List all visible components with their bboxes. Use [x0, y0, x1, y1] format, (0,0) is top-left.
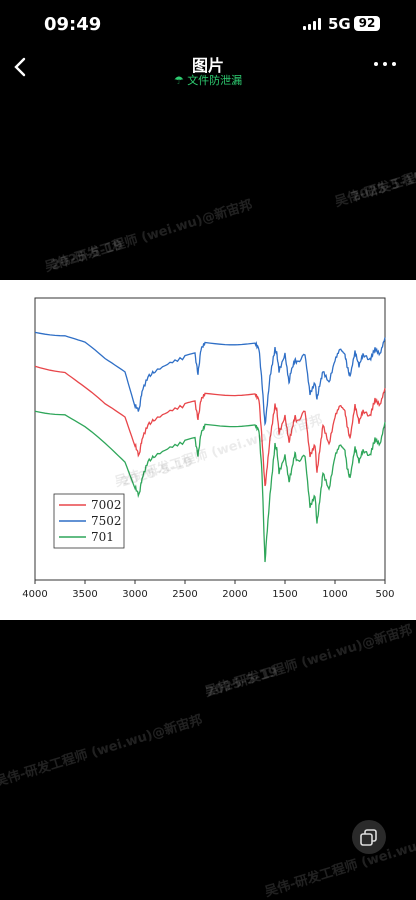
x-tick-label: 2500: [172, 589, 197, 600]
plot-frame: [34, 297, 386, 581]
series-line-7002: [34, 365, 386, 487]
series-line-701: [34, 410, 386, 563]
watermark-text: 吴伟-研发工程师 (wei.wu)@新宙邦: [0, 712, 205, 791]
nav-bar: 图片 ☂ 文件防泄漏: [0, 48, 416, 92]
legend-label: 7002: [91, 498, 122, 512]
x-tick-label: 1500: [272, 589, 297, 600]
umbrella-icon: ☂: [173, 74, 184, 87]
watermark-text: 吴伟-研发工程师 (wei.wu)@新宙邦: [263, 822, 416, 900]
page-title: 图片: [191, 56, 224, 75]
x-tick-label: 3000: [122, 589, 147, 600]
status-bar: 09:49 5G 92: [0, 0, 416, 48]
x-tick-label: 2000: [222, 589, 247, 600]
ir-spectrum-chart: 4000 3500 3000 2500 2000 1500 1000 500 7002 7502…: [22, 297, 395, 600]
legend-label: 7502: [91, 514, 122, 528]
status-time: 09:49: [44, 14, 102, 35]
back-icon[interactable]: [8, 54, 34, 80]
legend-label: 701: [91, 530, 114, 544]
image-viewer[interactable]: 4000 3500 3000 2500 2000 1500 1000 500 7002 7502…: [0, 280, 416, 620]
leak-protection-label: ☂ 文件防泄漏: [173, 74, 243, 87]
series-line-7502: [34, 331, 386, 427]
x-tick-label: 3500: [72, 589, 97, 600]
x-tick-label: 4000: [22, 589, 47, 600]
signal-icon: [303, 18, 323, 30]
x-tick-label: 1000: [322, 589, 347, 600]
more-icon[interactable]: [374, 62, 396, 68]
battery-icon: 92: [354, 16, 380, 31]
watermark-date: 2025-5-19: [349, 169, 416, 206]
copy-button[interactable]: [352, 820, 386, 854]
copy-icon: [360, 829, 377, 846]
network-label: 5G: [328, 15, 351, 33]
x-tick-label: 500: [375, 589, 394, 600]
